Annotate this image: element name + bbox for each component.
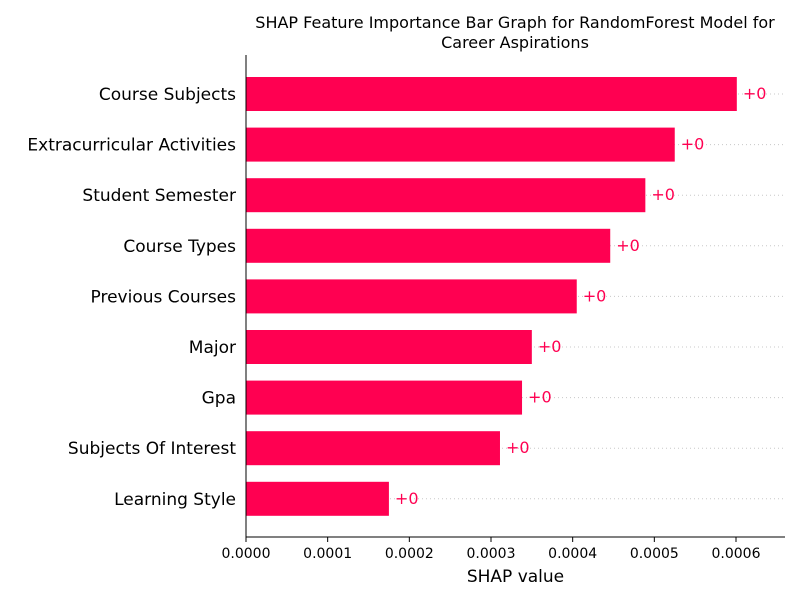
chart-title-line: Career Aspirations <box>441 33 589 52</box>
bar <box>246 380 523 415</box>
x-tick-label: 0.0001 <box>303 546 352 562</box>
y-tick-label: Course Types <box>123 237 236 257</box>
x-tick-label: 0.0000 <box>222 546 271 562</box>
bar <box>246 178 646 213</box>
bar-value-label: +0 <box>616 236 640 255</box>
bar <box>246 77 737 111</box>
bar <box>246 431 500 466</box>
bar <box>246 228 611 263</box>
bar <box>246 330 532 364</box>
y-tick-label: Major <box>189 338 236 358</box>
bar-value-label: +0 <box>743 84 767 103</box>
bar-value-label: +0 <box>528 388 552 407</box>
bar <box>246 127 675 162</box>
value-labels: +0 +0 +0 +0 +0 +0 +0 +0 +0 <box>395 84 766 508</box>
chart-title: SHAP Feature Importance Bar Graph for Ra… <box>255 13 775 52</box>
bar-value-label: +0 <box>395 489 419 508</box>
x-tick-label: 0.0006 <box>712 546 761 562</box>
y-tick-label: Extracurricular Activities <box>27 136 236 156</box>
y-tick-labels: Course Subjects Extracurricular Activitie… <box>27 85 236 510</box>
bar-value-label: +0 <box>506 438 530 457</box>
x-tick-label: 0.0003 <box>467 546 516 562</box>
x-ticks: 0.0000 0.0001 0.0002 0.0003 0.0004 0.0005 0.00… <box>222 537 761 562</box>
y-tick-label: Subjects Of Interest <box>68 439 236 459</box>
y-tick-label: Course Subjects <box>99 85 236 105</box>
x-tick-label: 0.0002 <box>385 546 434 562</box>
y-tick-label: Student Semester <box>82 186 236 206</box>
bar-value-label: +0 <box>681 135 705 154</box>
y-tick-label: Learning Style <box>114 490 236 510</box>
x-axis-label: SHAP value <box>467 567 564 587</box>
bars <box>246 77 737 516</box>
bar <box>246 279 577 314</box>
x-tick-label: 0.0004 <box>548 546 597 562</box>
x-tick-label: 0.0005 <box>630 546 679 562</box>
bar-value-label: +0 <box>538 337 562 356</box>
y-tick-label: Previous Courses <box>91 287 237 307</box>
y-tick-label: Gpa <box>202 389 236 409</box>
chart-title-line: SHAP Feature Importance Bar Graph for Ra… <box>255 13 775 32</box>
bar-value-label: +0 <box>651 185 675 204</box>
axes <box>245 55 785 538</box>
bar-value-label: +0 <box>583 286 607 305</box>
bar <box>246 481 389 516</box>
